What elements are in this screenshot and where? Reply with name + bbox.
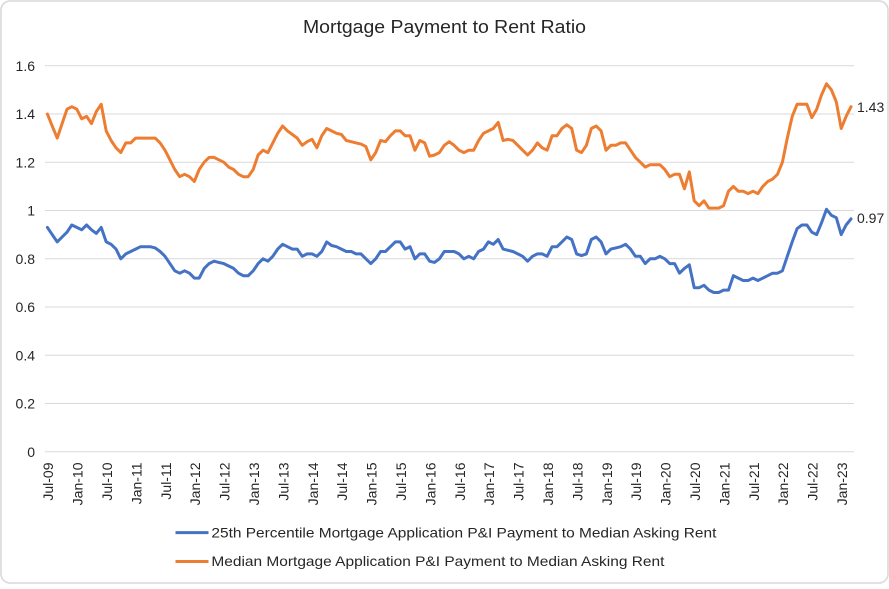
svg-text:Jul-11: Jul-11 xyxy=(158,462,174,499)
svg-text:25th Percentile Mortgage Appli: 25th Percentile Mortgage Application P&I… xyxy=(211,524,716,540)
svg-text:Jul-19: Jul-19 xyxy=(628,462,644,500)
svg-text:Jan-21: Jan-21 xyxy=(716,462,732,505)
svg-text:1: 1 xyxy=(27,203,35,219)
svg-text:Mortgage Payment to Rent Ratio: Mortgage Payment to Rent Ratio xyxy=(303,17,586,37)
svg-text:Jul-14: Jul-14 xyxy=(334,462,350,500)
svg-text:Jan-23: Jan-23 xyxy=(834,462,850,505)
svg-text:0.6: 0.6 xyxy=(16,299,36,315)
svg-text:Jan-12: Jan-12 xyxy=(187,462,203,505)
svg-text:Jul-12: Jul-12 xyxy=(217,462,233,500)
svg-text:Jan-22: Jan-22 xyxy=(775,462,791,505)
svg-text:Jul-22: Jul-22 xyxy=(805,462,821,500)
svg-text:1.2: 1.2 xyxy=(16,154,36,170)
svg-text:0.8: 0.8 xyxy=(16,251,36,267)
svg-text:0.97: 0.97 xyxy=(857,210,884,226)
svg-text:Jul-21: Jul-21 xyxy=(746,462,762,500)
svg-text:Jan-17: Jan-17 xyxy=(481,462,497,505)
svg-text:Median Mortgage Application P&: Median Mortgage Application P&I Payment … xyxy=(211,553,664,569)
svg-text:0: 0 xyxy=(27,444,35,460)
svg-text:Jul-10: Jul-10 xyxy=(99,462,115,500)
svg-text:Jan-14: Jan-14 xyxy=(305,462,321,505)
svg-text:Jul-09: Jul-09 xyxy=(40,462,56,500)
svg-text:Jul-13: Jul-13 xyxy=(275,462,291,500)
svg-text:Jan-20: Jan-20 xyxy=(658,462,674,505)
svg-text:Jul-17: Jul-17 xyxy=(511,462,527,500)
svg-text:0.2: 0.2 xyxy=(16,396,36,412)
svg-text:Jan-10: Jan-10 xyxy=(70,462,86,505)
svg-text:1.6: 1.6 xyxy=(16,58,36,74)
svg-text:1.43: 1.43 xyxy=(857,99,884,115)
svg-text:Jan-11: Jan-11 xyxy=(128,462,144,504)
svg-text:Jan-19: Jan-19 xyxy=(599,462,615,505)
svg-text:Jan-16: Jan-16 xyxy=(422,462,438,505)
svg-text:Jan-15: Jan-15 xyxy=(364,462,380,505)
svg-text:1.4: 1.4 xyxy=(16,106,36,122)
svg-text:Jan-13: Jan-13 xyxy=(246,462,262,505)
svg-text:Jan-18: Jan-18 xyxy=(540,462,556,505)
svg-text:Jul-18: Jul-18 xyxy=(569,462,585,500)
svg-text:Jul-16: Jul-16 xyxy=(452,462,468,500)
svg-text:Jul-15: Jul-15 xyxy=(393,462,409,500)
svg-text:0.4: 0.4 xyxy=(16,347,36,363)
svg-text:Jul-20: Jul-20 xyxy=(687,462,703,500)
